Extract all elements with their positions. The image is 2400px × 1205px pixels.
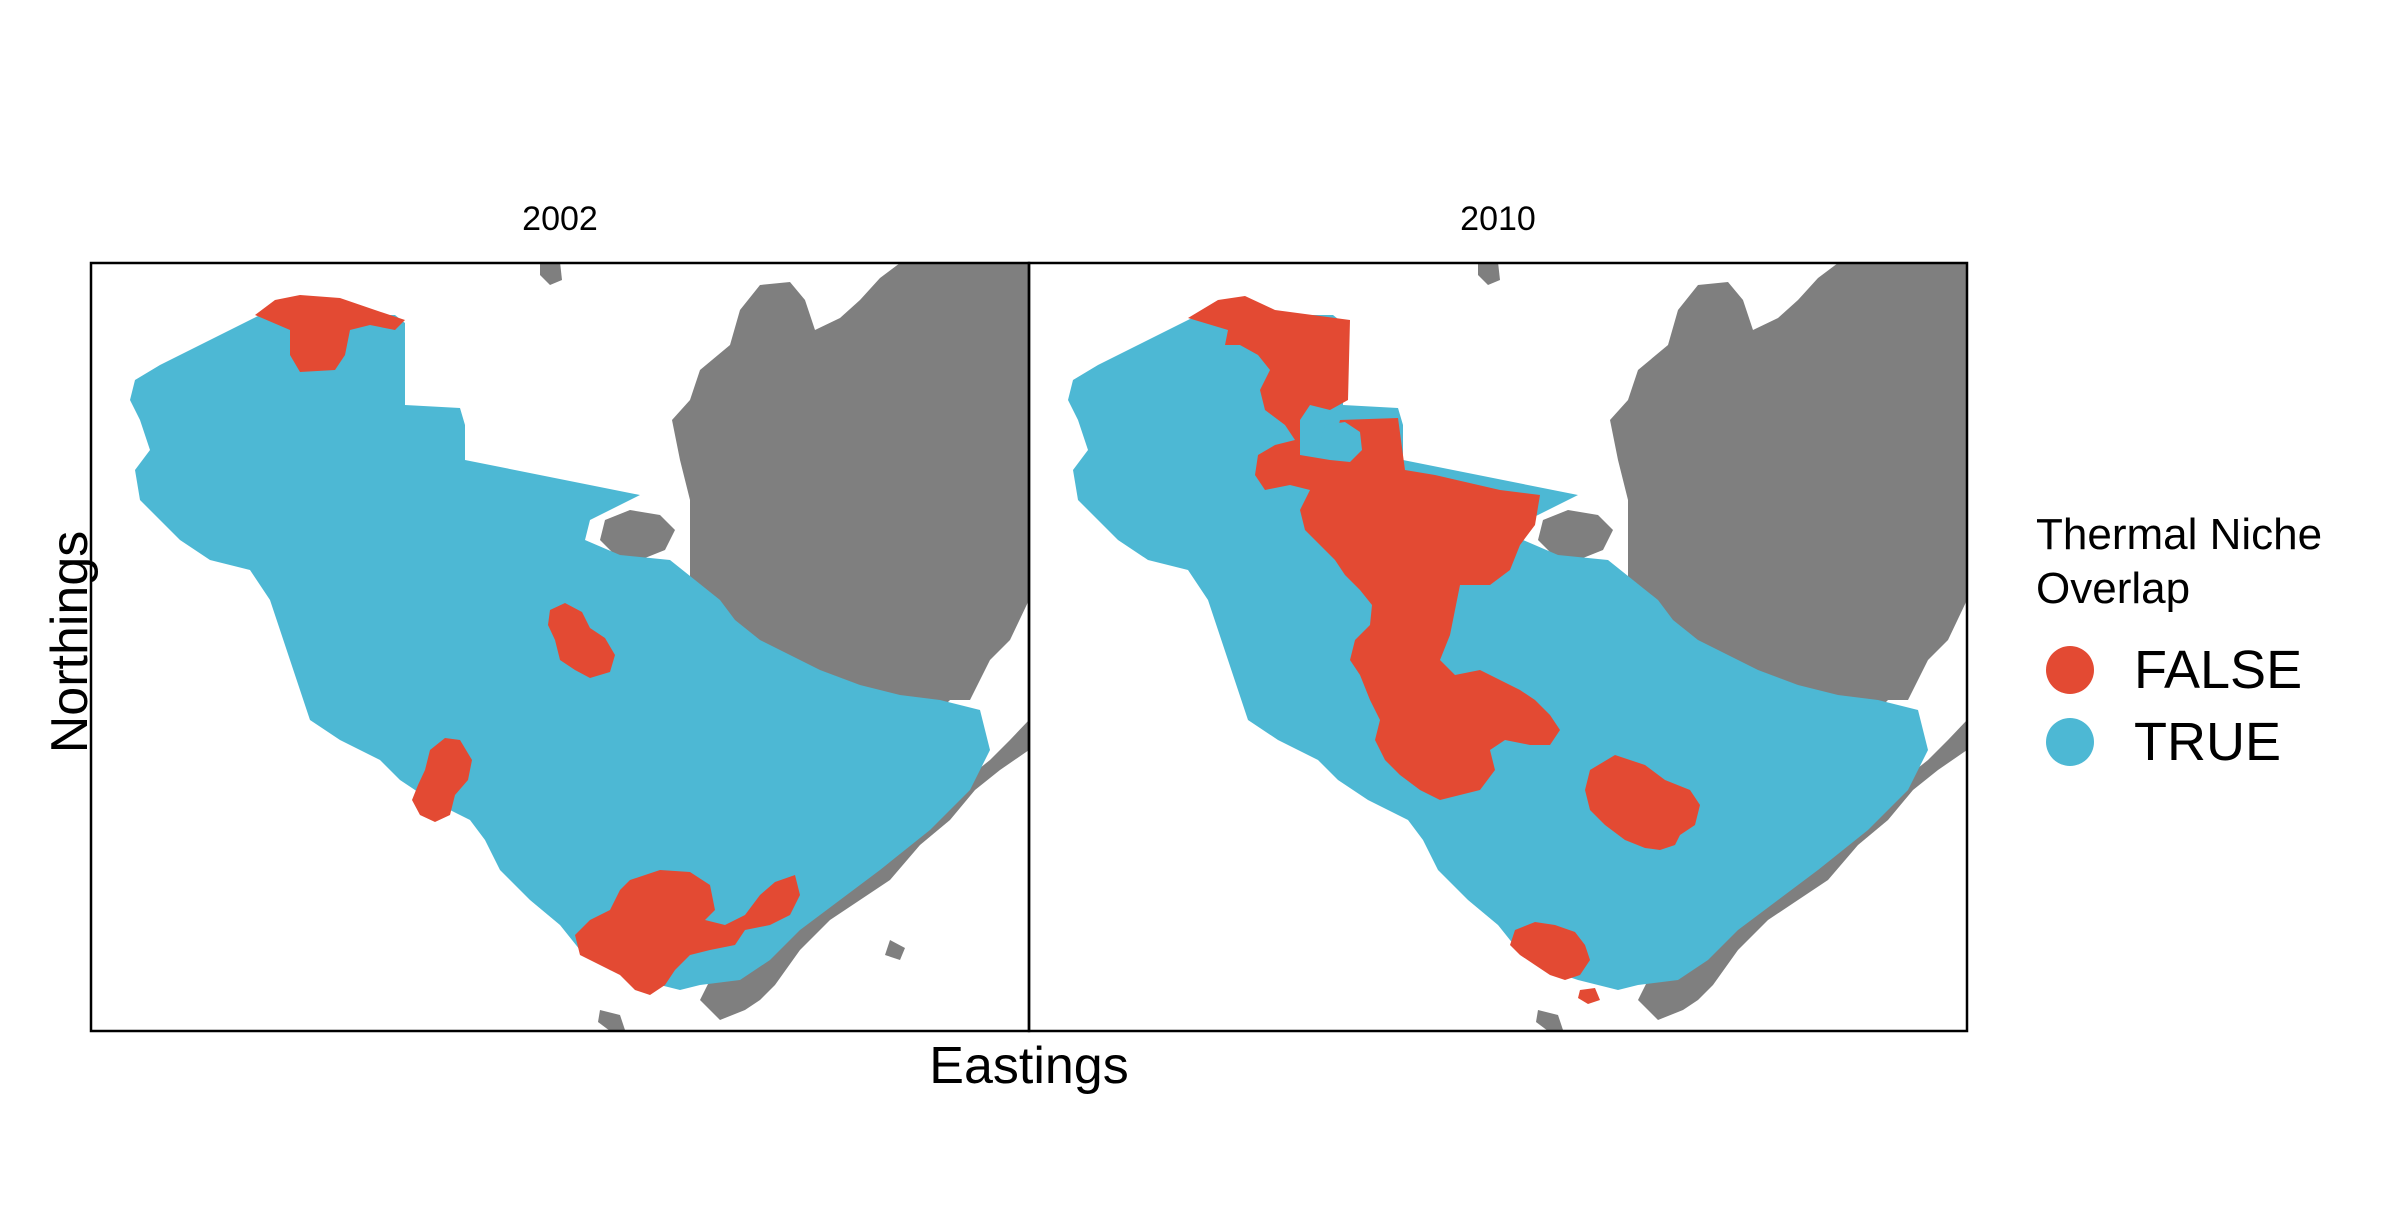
legend: Thermal Niche Overlap FALSE TRUE xyxy=(2036,508,2322,778)
overlap-true-hole-north xyxy=(1318,422,1362,462)
land-small-island-a xyxy=(1478,263,1500,285)
overlap-false-patch-south xyxy=(575,870,800,995)
legend-title-line1: Thermal Niche xyxy=(2036,510,2323,559)
map-panel-2002 xyxy=(89,261,1031,1033)
overlap-false-patch-west xyxy=(412,738,472,822)
legend-key-false xyxy=(2046,646,2094,694)
legend-label-true: TRUE xyxy=(2134,712,2281,772)
land-small-island-c xyxy=(1536,1010,1563,1031)
x-axis-label: Eastings xyxy=(929,1037,1129,1095)
legend-key-true xyxy=(2046,718,2094,766)
facet-title-2002: 2002 xyxy=(522,200,598,238)
panel-border-2010 xyxy=(1027,261,1969,1033)
land-small-island-c xyxy=(598,1010,625,1031)
overlap-false-patch-central xyxy=(548,603,615,678)
map-panel-2010 xyxy=(1027,261,1969,1033)
overlap-false-patch-south-tip xyxy=(1578,988,1600,1004)
legend-item-true: TRUE xyxy=(2036,706,2322,778)
land-small-island-a xyxy=(540,263,562,285)
land-nunivak-island xyxy=(600,510,675,560)
land-nunivak-island xyxy=(1538,510,1613,560)
overlap-false-region-north-central xyxy=(1188,296,1560,800)
y-axis-label: Northings xyxy=(41,530,99,754)
facet-title-2010: 2010 xyxy=(1460,200,1536,238)
legend-label-false: FALSE xyxy=(2134,640,2303,700)
overlap-false-patch-south xyxy=(1510,922,1590,980)
legend-title-line2: Overlap xyxy=(2036,564,2191,613)
legend-item-false: FALSE xyxy=(2036,634,2322,706)
overlap-false-patch-north xyxy=(255,295,405,372)
overlap-false-patch-east xyxy=(1585,755,1700,850)
land-small-island-d xyxy=(885,940,905,960)
